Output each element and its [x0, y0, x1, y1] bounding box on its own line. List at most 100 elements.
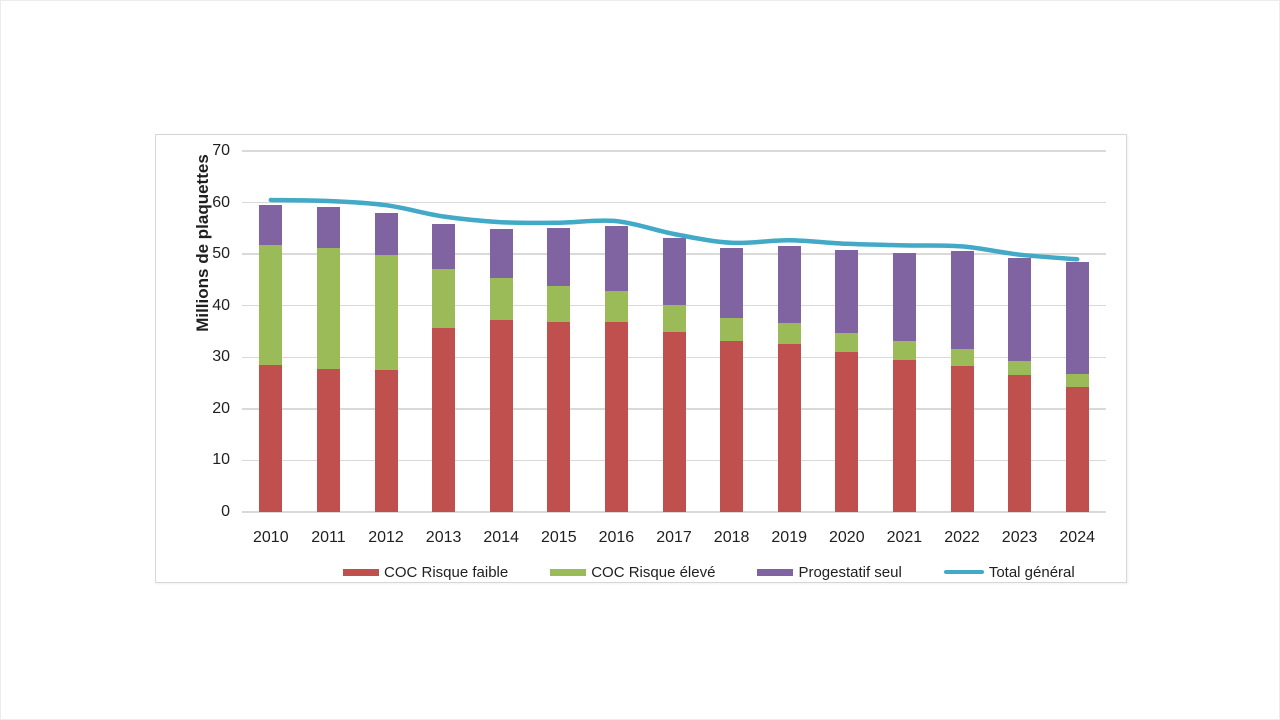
stacked-bar-2010: [259, 205, 283, 512]
y-tick-label: 0: [221, 503, 230, 520]
stacked-bar-2011: [316, 206, 340, 512]
legend-label: COC Risque faible: [384, 563, 509, 581]
legend: COC Risque faible COC Risque élevé Proge…: [343, 562, 1075, 582]
stacked-bar-2014: [489, 228, 513, 512]
y-tick-label: 40: [212, 296, 230, 314]
x-tick-label: 2018: [713, 529, 750, 546]
bar-segment: [892, 360, 916, 512]
x-tick-label: 2015: [541, 529, 577, 546]
x-tick-label: 2014: [483, 529, 519, 546]
chart-panel: Millions de plaquettes 0 10 20 30 40 50 60 70 2…: [155, 134, 1127, 583]
bar-segment: [950, 349, 974, 367]
bar-segment: [604, 291, 628, 323]
bar-segment: [720, 247, 744, 319]
bar-segment: [1008, 360, 1032, 376]
x-tick-label: 2013: [425, 529, 462, 546]
y-tick-label: 50: [212, 245, 230, 263]
x-tick-label: 2023: [1001, 529, 1038, 546]
y-tick-label: 20: [212, 399, 230, 417]
bar-segment: [374, 213, 398, 255]
x-tick-label: 2019: [771, 529, 807, 546]
bar-segment: [432, 328, 456, 512]
stacked-bar-2017: [662, 237, 686, 512]
x-tick-label: 2022: [944, 529, 980, 546]
bar-segment: [432, 223, 456, 269]
bar-segment: [1008, 257, 1032, 361]
bar-segment: [1008, 375, 1032, 512]
bar-segment: [374, 370, 398, 512]
bar-segment: [1065, 373, 1089, 387]
bar-segment: [950, 251, 974, 350]
x-tick-label: 2010: [253, 529, 289, 546]
x-tick-label: 2017: [656, 529, 692, 546]
stacked-bar-2024: [1065, 261, 1089, 512]
bar-segment: [835, 332, 859, 353]
legend-item-total-general: Total général: [943, 563, 1075, 581]
bar-segment: [777, 343, 801, 512]
stacked-bar-2021: [892, 252, 916, 512]
y-tick-label: 10: [212, 451, 230, 469]
legend-swatch-progestatif-seul: [757, 568, 794, 576]
bar-segment: [489, 228, 513, 279]
y-tick-label: 60: [212, 193, 230, 211]
bar-segment: [259, 205, 283, 246]
bar-segment: [489, 320, 513, 512]
bar-segment: [777, 323, 801, 344]
legend-label: COC Risque élevé: [591, 563, 716, 581]
bar-segment: [720, 341, 744, 512]
bar-segment: [316, 247, 340, 369]
stacked-bar-2012: [374, 213, 398, 512]
bar-segment: [316, 206, 340, 248]
stacked-bar-2019: [777, 246, 801, 512]
x-tick-label: 2011: [311, 529, 346, 546]
bar-segment: [432, 268, 456, 329]
bar-segment: [547, 285, 571, 323]
bar-segment: [892, 252, 916, 342]
y-tick-label: 70: [212, 142, 230, 159]
bar-segment: [547, 322, 571, 512]
bar-segment: [489, 278, 513, 321]
legend-label: Progestatif seul: [798, 563, 902, 581]
y-tick-label: 30: [212, 348, 230, 366]
legend-swatch-total-general-line: [943, 569, 984, 575]
stacked-bar-2015: [547, 227, 571, 512]
bar-segment: [604, 322, 628, 512]
legend-swatch-coc-risque-faible: [343, 568, 379, 576]
x-tick-label: 2021: [886, 529, 923, 546]
bar-segment: [950, 366, 974, 512]
legend-item-coc-risque-eleve: COC Risque élevé: [550, 564, 715, 581]
stacked-bar-2016: [604, 226, 628, 512]
gridline: [242, 201, 1106, 204]
bar-segment: [547, 227, 571, 286]
x-tick-label: 2024: [1059, 529, 1095, 546]
bar-segment: [835, 352, 859, 512]
legend-item-progestatif-seul: Progestatif seul: [757, 563, 902, 581]
stacked-bar-2022: [950, 251, 974, 512]
stacked-bar-2013: [432, 223, 456, 512]
legend-label: Total général: [988, 563, 1075, 581]
bar-segment: [1065, 261, 1089, 374]
bar-segment: [662, 305, 686, 332]
bar-segment: [374, 254, 398, 371]
legend-swatch-coc-risque-eleve: [550, 568, 587, 576]
bar-segment: [892, 341, 916, 361]
bar-segment: [1065, 386, 1089, 512]
stacked-bar-2018: [720, 247, 744, 512]
gridline: [242, 150, 1106, 152]
stacked-bar-2020: [835, 249, 859, 512]
bar-segment: [662, 237, 686, 306]
bar-segment: [720, 318, 744, 342]
bar-segment: [835, 249, 859, 333]
bar-segment: [777, 246, 801, 324]
legend-item-coc-risque-faible: COC Risque faible: [343, 564, 508, 581]
x-tick-label: 2016: [598, 529, 635, 546]
x-tick-label: 2012: [368, 529, 404, 546]
total-line: [268, 197, 1080, 262]
plot-area: [242, 150, 1106, 513]
bar-segment: [316, 368, 340, 512]
bar-segment: [604, 226, 628, 292]
bar-segment: [259, 245, 283, 366]
stacked-bar-2023: [1008, 257, 1032, 512]
bar-segment: [662, 331, 686, 512]
